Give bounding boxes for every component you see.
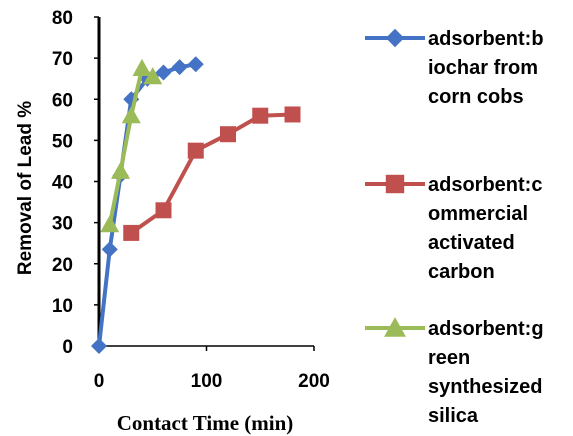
legend-swatch-marker [385, 174, 405, 194]
data-point [132, 58, 152, 77]
data-point [123, 224, 140, 241]
legend-label: corn cobs [428, 86, 524, 108]
series-square [123, 106, 301, 241]
x-tick-label: 200 [298, 371, 330, 392]
data-point [284, 106, 301, 123]
legend-swatch-marker [385, 28, 405, 48]
y-tick-label: 40 [52, 173, 73, 194]
y-tick-label: 50 [52, 131, 73, 152]
legend-entry: adsorbent:c ommercial activated carbon [365, 174, 542, 283]
legend-label: adsorbent:g [428, 318, 544, 340]
legend-entry: adsorbent:b iochar from corn cobs [365, 28, 544, 108]
y-tick-label: 20 [52, 255, 73, 276]
data-point [252, 107, 269, 124]
legend-label: iochar from [428, 57, 538, 79]
series-line [130, 112, 293, 235]
data-point [155, 202, 172, 219]
series-triangle [100, 58, 163, 233]
data-point [171, 59, 188, 76]
y-tick-label: 30 [52, 214, 73, 235]
data-point [155, 64, 172, 81]
data-point [143, 67, 163, 85]
data-point [101, 241, 118, 258]
series-layer [91, 56, 301, 354]
legend-label: ommercial [428, 203, 528, 225]
data-point [187, 56, 204, 73]
legend-label: silica [428, 405, 479, 427]
x-tick-label: 0 [94, 371, 105, 392]
axes: 0 10 20 30 40 50 60 70 80 0 100 200 [52, 8, 330, 392]
legend-label: synthesized [428, 376, 542, 398]
legend-entry: adsorbent:g reen synthesized silica [365, 317, 544, 427]
legend-label: adsorbent:b [428, 28, 544, 50]
data-point [187, 142, 204, 159]
x-tick-label: 100 [191, 371, 223, 392]
series-diamond [91, 56, 204, 354]
y-tick-label: 70 [52, 49, 73, 70]
data-point [111, 161, 130, 179]
y-axis-label: Removal of Lead % [15, 101, 36, 275]
legend-label: carbon [428, 261, 495, 283]
legend-label: reen [428, 347, 470, 369]
legend-label: adsorbent:c [428, 174, 542, 196]
legend-label: activated [428, 232, 515, 254]
y-tick-label: 10 [52, 296, 73, 317]
y-tick-label: 0 [62, 337, 73, 358]
legend-swatch-marker [384, 317, 406, 337]
data-point [121, 106, 141, 124]
x-axis-label: Contact Time (min) [117, 411, 294, 435]
data-point [220, 126, 236, 143]
data-point [91, 338, 107, 354]
y-tick-label: 80 [52, 8, 73, 29]
y-tick-label: 60 [52, 90, 73, 111]
data-point [100, 215, 120, 233]
